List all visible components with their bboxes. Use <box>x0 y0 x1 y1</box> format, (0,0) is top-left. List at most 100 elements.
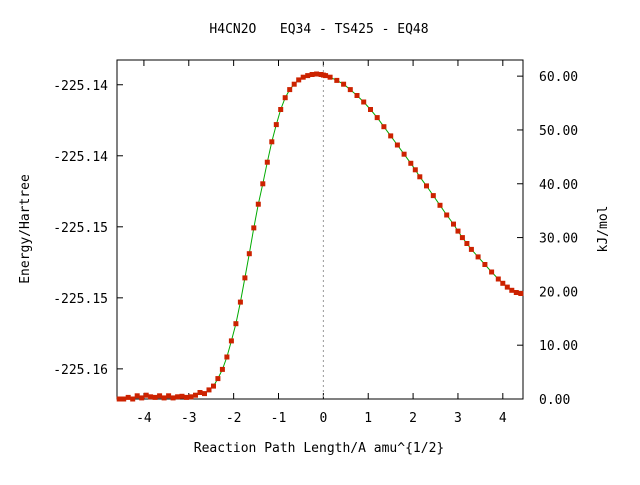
x-tick-label: -1 <box>271 411 287 426</box>
data-point <box>237 299 243 305</box>
data-point <box>451 221 456 227</box>
x-tick-label: 0 <box>319 411 327 426</box>
data-point <box>368 107 373 112</box>
data-point <box>518 291 524 296</box>
data-point <box>354 93 360 98</box>
data-point <box>166 393 172 399</box>
x-tick-label: -2 <box>226 411 242 426</box>
data-point <box>193 392 198 398</box>
data-point <box>148 394 154 400</box>
data-point <box>206 387 212 393</box>
data-point <box>464 241 470 246</box>
x-axis-label: Reaction Path Length/A amu^{1/2} <box>194 441 444 456</box>
data-point <box>459 235 465 241</box>
data-point <box>125 394 131 400</box>
data-point <box>130 396 136 402</box>
data-point <box>291 81 297 87</box>
data-point <box>347 87 353 93</box>
data-point <box>211 383 216 389</box>
y-tick-label: -225.16 <box>53 363 108 378</box>
data-point <box>269 139 275 145</box>
data-point <box>251 225 257 231</box>
data-point <box>121 396 127 402</box>
data-point <box>143 392 149 398</box>
data-point <box>374 115 380 121</box>
data-point <box>309 72 315 77</box>
data-point <box>394 142 400 148</box>
plot-frame <box>116 59 524 400</box>
data-point <box>412 167 418 173</box>
data-point <box>437 202 443 208</box>
data-point <box>282 95 288 101</box>
data-point <box>468 246 474 252</box>
data-point <box>300 74 306 80</box>
data-point <box>482 262 488 267</box>
y-tick-label: -225.14 <box>53 150 108 165</box>
data-point <box>157 393 163 399</box>
data-point <box>381 124 387 130</box>
data-point <box>504 284 510 290</box>
data-point <box>305 73 311 79</box>
data-point <box>417 174 423 180</box>
data-point <box>430 193 436 199</box>
data-point <box>327 74 333 80</box>
data-point <box>152 394 158 400</box>
data-point <box>475 254 481 260</box>
y-axis-label: Energy/Hartree <box>18 174 33 284</box>
y2-tick-label: 50.00 <box>539 124 578 139</box>
data-point <box>500 280 506 286</box>
data-point <box>202 391 207 397</box>
data-point <box>287 87 293 93</box>
x-tick-label: 1 <box>364 411 372 426</box>
data-point <box>495 276 501 282</box>
x-tick-label: 3 <box>454 411 462 426</box>
data-point <box>139 395 145 401</box>
data-point <box>184 394 189 400</box>
data-point <box>455 228 461 234</box>
y2-tick-label: 0.00 <box>539 393 570 408</box>
data-point <box>341 81 347 87</box>
data-point <box>228 338 234 344</box>
plot-layer: -4 -3 -2 -1 0 1 2 3 4 -225.14 -225.14 -225.15 -225.1… <box>53 60 578 426</box>
x-tick-label: 2 <box>409 411 417 426</box>
x-tick-label: -3 <box>181 411 197 426</box>
x-tick-label: 4 <box>499 411 507 426</box>
data-point <box>509 287 515 293</box>
y2-tick-label: 20.00 <box>539 285 578 300</box>
data-point <box>513 290 519 295</box>
chart-title: H4CN2O EQ34 - TS425 - EQ48 <box>209 22 428 37</box>
data-point <box>242 275 248 281</box>
data-point <box>134 393 140 399</box>
y-tick-label: -225.15 <box>53 292 108 307</box>
data-point <box>170 395 176 401</box>
data-point <box>334 77 340 83</box>
data-point <box>424 183 429 189</box>
y2-tick-label: 40.00 <box>539 178 578 193</box>
data-point <box>175 394 181 400</box>
data-point <box>314 71 320 77</box>
data-point <box>296 77 302 83</box>
data-point <box>264 159 270 165</box>
y2-tick-label: 30.00 <box>539 232 578 247</box>
data-point <box>278 107 284 112</box>
x-tick-label: -4 <box>136 411 152 426</box>
data-point <box>188 394 194 400</box>
data-point <box>246 251 252 257</box>
y2-tick-label: 60.00 <box>539 70 578 85</box>
data-point <box>255 201 261 207</box>
y2-axis-label: kJ/mol <box>596 206 611 253</box>
data-point <box>224 354 230 360</box>
data-point <box>179 393 185 399</box>
data-point <box>197 390 203 395</box>
data-point <box>361 99 367 105</box>
y-tick-label: -225.14 <box>53 79 108 94</box>
data-point <box>219 366 225 372</box>
data-point <box>388 133 394 139</box>
data-point <box>273 122 279 128</box>
y-tick-label: -225.15 <box>53 221 108 236</box>
data-point <box>408 160 414 166</box>
data-point <box>260 181 266 187</box>
data-point <box>444 212 450 218</box>
data-point <box>233 321 239 327</box>
